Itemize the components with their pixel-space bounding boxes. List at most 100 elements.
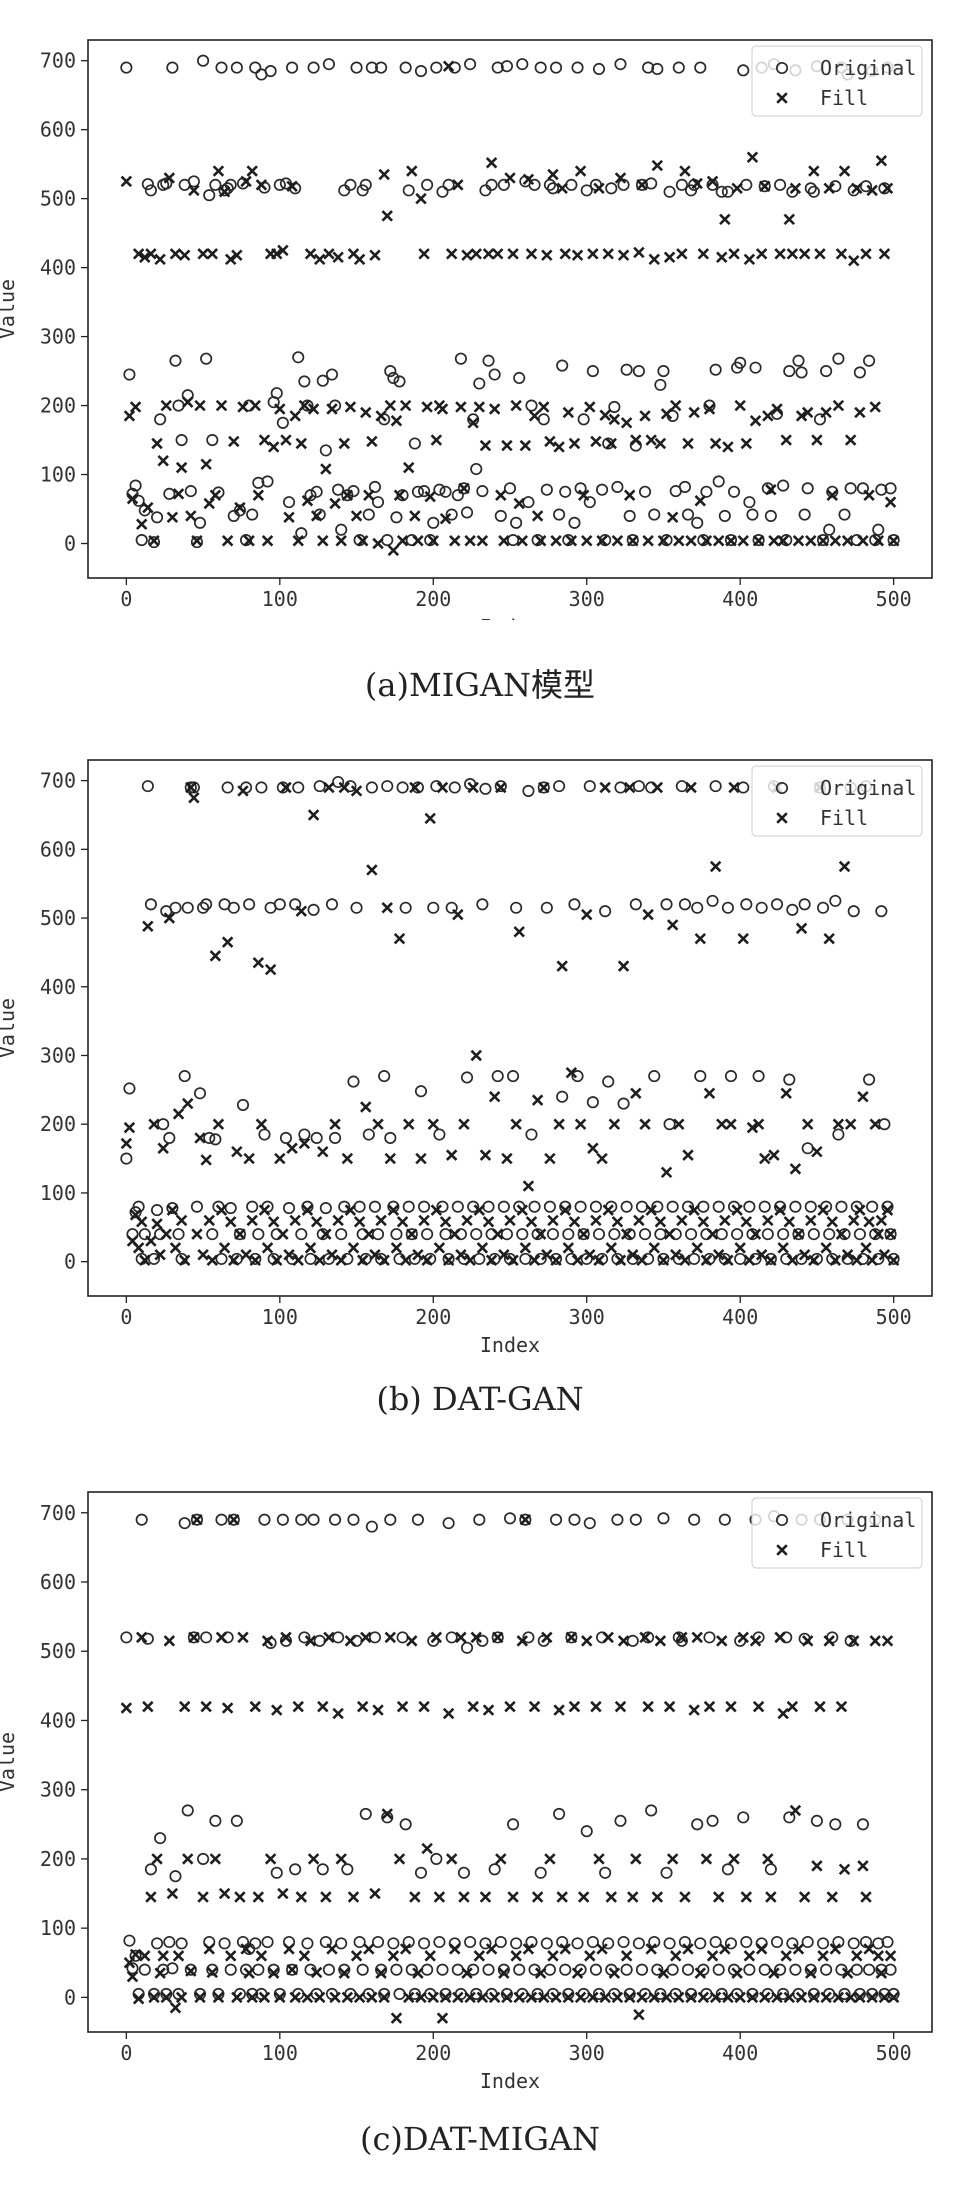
x-tick-label: 0 (120, 587, 132, 611)
point-original (169, 1870, 182, 1883)
point-fill (731, 1204, 743, 1216)
point-fill (851, 1950, 863, 1962)
point-fill (762, 410, 774, 422)
point-fill (406, 165, 418, 177)
point-fill (209, 950, 222, 962)
point-fill (565, 535, 578, 547)
point-original (685, 1228, 698, 1241)
point-original (276, 416, 289, 429)
point-original (184, 1963, 197, 1976)
point-original (853, 1228, 866, 1241)
point-fill (464, 1991, 476, 2004)
point-fill (504, 1700, 516, 1713)
point-original (273, 178, 286, 191)
point-original (414, 64, 428, 78)
point-original (464, 58, 477, 71)
point-fill (206, 248, 219, 260)
legend-box (751, 765, 923, 837)
point-fill (581, 908, 593, 921)
point-original (804, 1200, 817, 1213)
point-original (227, 1513, 240, 1526)
point-fill (307, 809, 320, 821)
point-original (175, 434, 188, 447)
point-fill (191, 1513, 203, 1526)
point-fill (246, 165, 258, 177)
point-fill (765, 1254, 777, 1266)
point-original (510, 901, 523, 914)
point-fill (620, 417, 633, 429)
point-original (700, 485, 713, 498)
point-fill (860, 1242, 872, 1254)
point-fill (283, 1249, 295, 1261)
point-fill (688, 406, 700, 419)
point-fill (513, 926, 525, 938)
point-fill (304, 1635, 317, 1647)
point-fill (194, 399, 206, 412)
point-fill (538, 781, 550, 794)
point-fill (786, 1254, 799, 1266)
point-fill (682, 1943, 694, 1955)
point-original (491, 1070, 504, 1083)
point-fill (611, 1216, 624, 1228)
point-fill (375, 410, 387, 422)
point-fill (157, 455, 169, 467)
point-fill (458, 1891, 470, 1903)
point-original (586, 1096, 599, 1109)
point-fill (313, 1991, 326, 2004)
point-original (721, 901, 734, 914)
point-fill (577, 1228, 590, 1240)
point-fill (808, 1254, 820, 1266)
point-fill (709, 437, 722, 450)
point-original (703, 1631, 716, 1644)
point-fill (875, 154, 888, 167)
point-original (316, 374, 329, 387)
point-fill (547, 1950, 559, 1962)
point-fill (406, 1228, 418, 1240)
point-fill (734, 399, 746, 412)
point-fill (792, 535, 805, 547)
point-fill (415, 192, 427, 205)
x-tick-label: 100 (262, 587, 298, 611)
point-fill (421, 401, 433, 413)
point-fill (412, 1249, 424, 1261)
point-fill (154, 1249, 166, 1261)
point-fill (258, 434, 271, 446)
point-fill (663, 1700, 676, 1713)
point-original (387, 371, 400, 385)
point-fill (129, 1948, 142, 1961)
point-fill (218, 1887, 231, 1900)
point-original (190, 1513, 204, 1526)
point-fill (310, 510, 323, 522)
point-fill (860, 1891, 872, 1903)
point-original (476, 1634, 489, 1647)
point-fill (203, 1943, 215, 1955)
point-original (399, 61, 412, 74)
point-fill (531, 510, 544, 522)
point-fill (817, 535, 829, 547)
point-original (657, 1512, 670, 1525)
point-original (559, 1963, 572, 1976)
point-fill (317, 1700, 329, 1713)
point-fill (682, 437, 694, 450)
point-fill (513, 497, 525, 510)
point-original (378, 1070, 391, 1083)
point-original (488, 1863, 501, 1876)
point-fill (630, 1087, 642, 1100)
y-tick-label: 700 (40, 769, 76, 793)
point-original (258, 1513, 271, 1526)
point-original (203, 1131, 216, 1144)
point-fill (369, 1249, 381, 1261)
point-fill (356, 535, 369, 547)
point-original (571, 61, 584, 74)
point-fill (172, 1108, 185, 1120)
point-original (249, 61, 262, 74)
point-fill (725, 1700, 737, 1713)
point-fill (495, 489, 507, 501)
point-fill (356, 1700, 369, 1713)
point-fill (611, 1991, 624, 2004)
point-original (546, 1228, 560, 1241)
point-fill (743, 253, 756, 266)
point-fill (304, 1242, 317, 1254)
point-fill (832, 1991, 845, 2004)
point-fill (571, 1254, 584, 1266)
